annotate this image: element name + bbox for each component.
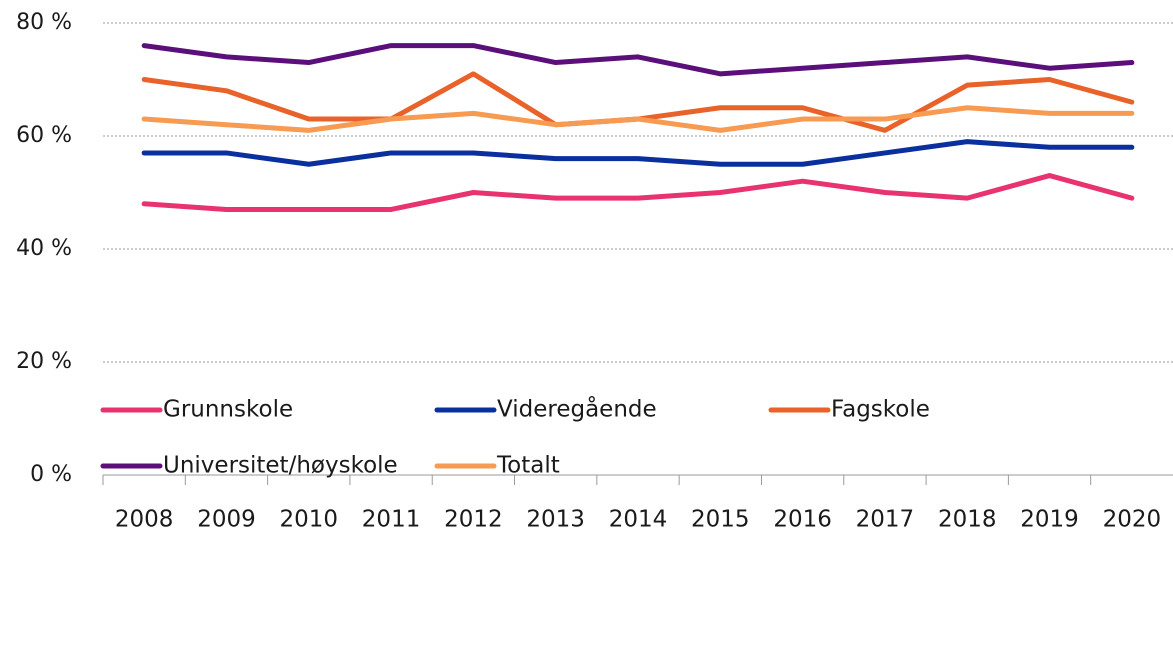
y-tick-label: 60 % xyxy=(16,123,72,148)
x-tick-label: 2017 xyxy=(856,507,915,533)
x-tick-label: 2020 xyxy=(1103,507,1162,533)
x-tick-label: 2010 xyxy=(279,507,338,533)
x-tick-label: 2013 xyxy=(526,507,585,533)
x-tick-label: 2008 xyxy=(115,507,174,533)
x-tick-label: 2018 xyxy=(938,507,997,533)
legend-label: Totalt xyxy=(496,453,560,479)
legend-label: Grunnskole xyxy=(163,397,293,423)
series-line xyxy=(141,173,1135,212)
y-tick-label: 40 % xyxy=(16,236,72,261)
legend-label: Fagskole xyxy=(831,397,930,423)
y-tick-label: 20 % xyxy=(16,349,72,374)
y-tick-label: 80 % xyxy=(16,10,72,35)
y-tick-label: 0 % xyxy=(30,462,72,487)
x-tick-label: 2015 xyxy=(691,507,750,533)
series-line xyxy=(141,105,1135,133)
x-tick-label: 2009 xyxy=(197,507,256,533)
series-line xyxy=(141,71,1135,133)
x-tick-label: 2014 xyxy=(609,507,668,533)
x-tick-label: 2016 xyxy=(773,507,832,533)
x-tick-label: 2012 xyxy=(444,507,503,533)
legend-label: Universitet/høyskole xyxy=(163,453,398,479)
series-line xyxy=(141,139,1135,167)
x-tick-label: 2019 xyxy=(1020,507,1079,533)
legend-label: Videregående xyxy=(497,395,657,423)
series-line xyxy=(141,43,1135,77)
x-tick-label: 2011 xyxy=(362,507,421,533)
